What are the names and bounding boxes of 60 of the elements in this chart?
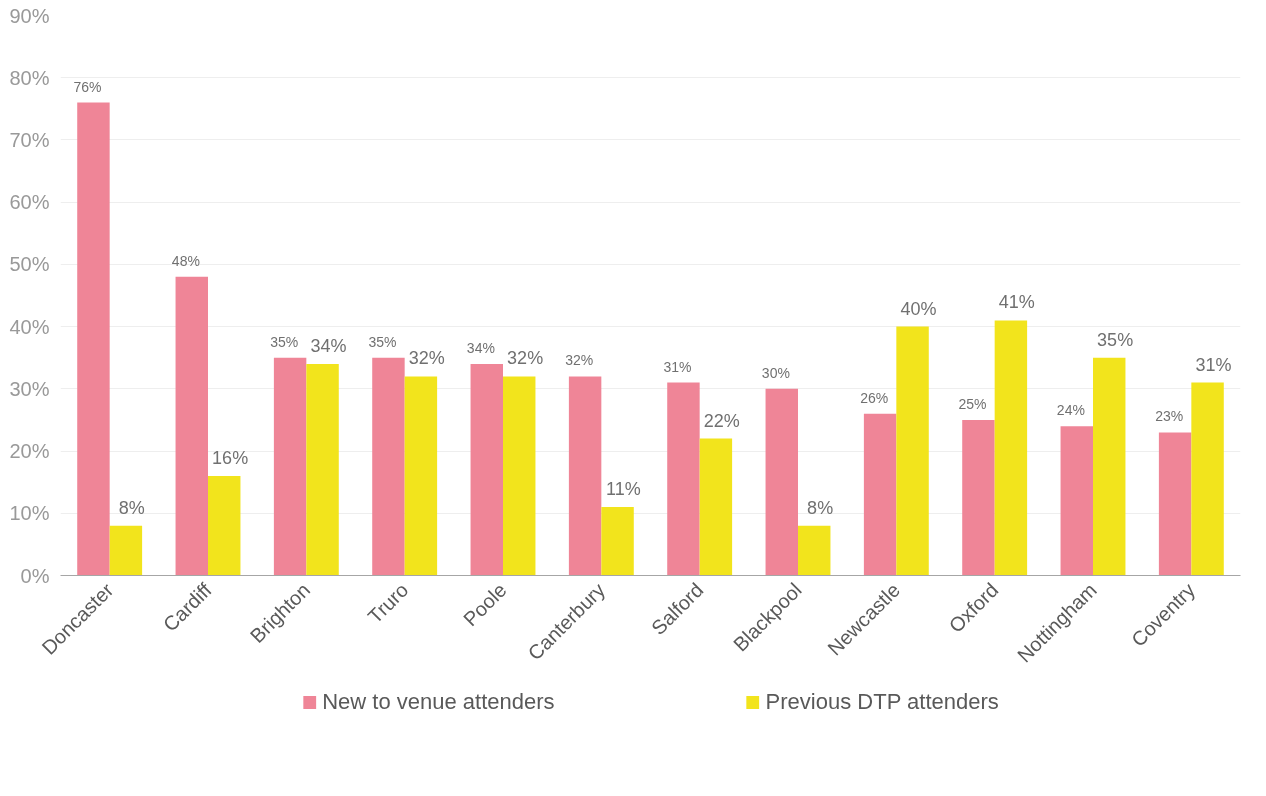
bar: [1158, 432, 1192, 576]
data-label: 8%: [118, 497, 145, 518]
data-label: 23%: [1155, 408, 1184, 425]
bar: [372, 357, 405, 576]
bar: [470, 363, 503, 576]
data-label: 32%: [565, 352, 594, 369]
legend-label: Previous DTP attenders: [765, 689, 999, 715]
bar: [994, 320, 1028, 576]
bar: [798, 525, 831, 576]
y-tick-label: 70%: [9, 128, 50, 151]
y-tick-label: 60%: [9, 191, 50, 214]
data-label: 16%: [212, 447, 249, 468]
bar: [1093, 357, 1126, 576]
data-label: 30%: [761, 364, 790, 381]
y-tick-label: 50%: [9, 253, 50, 276]
bar: [77, 102, 110, 576]
data-label: 76%: [73, 78, 102, 95]
bar: [273, 357, 307, 576]
data-label: 8%: [807, 497, 834, 518]
y-tick-label: 90%: [9, 4, 50, 27]
data-label: 25%: [958, 395, 987, 412]
legend-label: New to venue attenders: [322, 689, 555, 715]
bar: [306, 363, 339, 576]
data-label: 48%: [171, 252, 200, 269]
data-label: 32%: [408, 348, 445, 369]
y-tick-label: 10%: [9, 502, 50, 525]
data-label: 34%: [310, 335, 347, 356]
y-tick-label: 80%: [9, 66, 50, 89]
data-label: 32%: [507, 348, 544, 369]
data-label: 26%: [860, 389, 889, 406]
bar: [1191, 382, 1224, 576]
y-tick-label: 0%: [20, 564, 50, 587]
data-label: 41%: [998, 292, 1035, 313]
bar: [863, 413, 897, 576]
data-label: 31%: [663, 358, 692, 375]
bar: [568, 376, 602, 576]
bar: [765, 388, 798, 576]
bar: [667, 382, 700, 576]
data-label: 40%: [900, 298, 937, 319]
bar: [601, 507, 634, 576]
data-label: 35%: [270, 333, 299, 350]
bar: [896, 326, 929, 576]
data-label: 35%: [368, 333, 397, 350]
bar: [503, 376, 536, 576]
data-label: 31%: [1195, 354, 1232, 375]
y-tick-label: 40%: [9, 315, 50, 338]
bar: [109, 525, 143, 576]
bar: [962, 419, 995, 576]
data-label: 34%: [466, 339, 495, 356]
bar: [1060, 426, 1093, 576]
y-tick-label: 20%: [9, 440, 50, 463]
bar: [404, 376, 438, 576]
data-label: 22%: [703, 410, 740, 431]
data-label: 35%: [1097, 329, 1134, 350]
bar: [208, 475, 241, 576]
data-label: 24%: [1056, 402, 1085, 419]
y-tick-label: 30%: [9, 377, 50, 400]
data-label: 11%: [606, 479, 641, 500]
bar: [175, 276, 208, 576]
bar: [699, 438, 733, 576]
